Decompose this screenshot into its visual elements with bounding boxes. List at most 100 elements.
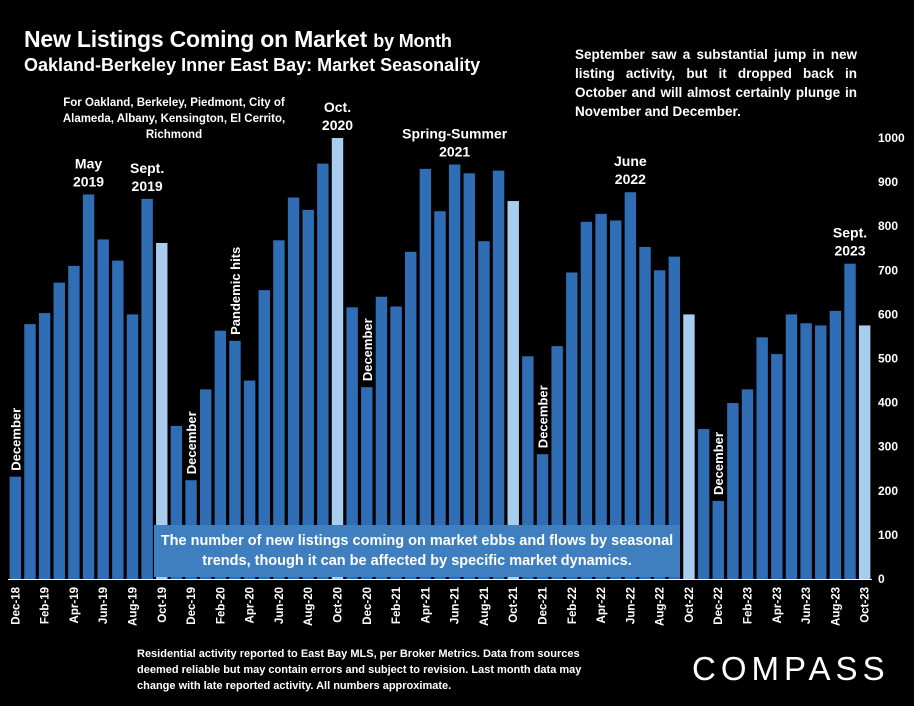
y-tick-label: 600 — [878, 307, 898, 321]
x-tick-label: Feb-19 — [40, 587, 52, 624]
bar-Oct-19 — [156, 242, 168, 579]
peak-annotation: 2019 — [132, 178, 163, 194]
peak-annotation: 2019 — [73, 173, 104, 189]
bar-Feb-22 — [566, 272, 578, 579]
bar-Oct-23 — [858, 325, 871, 579]
y-tick-label: 900 — [878, 175, 898, 189]
bar-Apr-19 — [68, 265, 80, 579]
x-tick-label: Oct-23 — [860, 587, 872, 623]
x-tick-label: Jun-21 — [450, 586, 462, 624]
bar-Oct-20 — [331, 138, 344, 579]
bar-Sep-23 — [844, 263, 856, 579]
x-tick-label: Apr-19 — [69, 587, 81, 623]
bar-Feb-23 — [741, 389, 754, 579]
bar-Sep-22 — [668, 256, 681, 579]
bar-Jun-21 — [448, 164, 461, 579]
bar-Aug-23 — [829, 310, 842, 579]
bar-Aug-21 — [478, 241, 490, 579]
bar-May-19 — [82, 194, 95, 579]
bar-Apr-22 — [595, 213, 607, 580]
x-tick-label: Apr-23 — [772, 587, 784, 623]
x-tick-label: Dec-20 — [362, 587, 374, 625]
x-tick-label: Dec-22 — [713, 587, 725, 625]
bar-Mar-19 — [53, 282, 65, 579]
bar-Aug-19 — [126, 314, 139, 579]
bar-Jan-20 — [199, 389, 212, 579]
x-tick-label: Jun-20 — [274, 587, 286, 624]
peak-annotation: Oct. — [324, 99, 351, 115]
footer-disclaimer: Residential activity reported to East Ba… — [137, 648, 582, 692]
x-tick-label: Aug-20 — [303, 587, 315, 626]
bar-Aug-22 — [653, 270, 666, 579]
x-tick-label: Oct-21 — [508, 586, 520, 622]
bar-Mar-20 — [229, 340, 241, 579]
peak-annotation: 2020 — [322, 117, 353, 133]
bar-Jul-22 — [639, 246, 651, 579]
y-tick-label: 0 — [878, 572, 885, 586]
peak-annotation: Spring-Summer — [402, 125, 508, 141]
bar-Apr-23 — [771, 354, 783, 579]
bar-Jul-20 — [287, 197, 300, 579]
bar-Jul-19 — [112, 260, 124, 579]
bar-annotation: December — [711, 432, 726, 495]
x-tick-label: Feb-23 — [743, 587, 755, 624]
bar-Feb-20 — [214, 330, 227, 579]
x-tick-label: Feb-21 — [391, 586, 403, 624]
bar-Sep-20 — [317, 163, 329, 579]
bar-Sep-21 — [492, 170, 505, 579]
peak-annotation: Sept. — [833, 225, 867, 241]
y-tick-label: 100 — [878, 528, 898, 542]
peak-annotation: June — [614, 153, 647, 169]
peak-annotation: 2022 — [615, 171, 646, 187]
bar-annotation: December — [8, 408, 23, 471]
x-tick-label: Oct-19 — [157, 587, 169, 623]
callout-box: The number of new listings coming on mar… — [154, 525, 680, 577]
chart-title-main: New Listings Coming on Market — [24, 26, 368, 52]
bar-Jan-19 — [24, 324, 36, 579]
title-block: New Listings Coming on Market by Month O… — [24, 26, 480, 76]
bar-Nov-21 — [522, 356, 534, 579]
x-tick-label: Apr-20 — [245, 587, 257, 623]
y-tick-label: 800 — [878, 219, 898, 233]
bar-Jan-21 — [375, 296, 388, 579]
area-note: For Oakland, Berkeley, Piedmont, City of… — [62, 97, 286, 141]
bar-Dec-18 — [9, 476, 22, 579]
bar-Nov-20 — [346, 307, 358, 579]
bar-Jan-23 — [727, 403, 739, 579]
peak-annotation: 2023 — [834, 243, 865, 259]
bar-Aug-20 — [302, 209, 314, 579]
chart-title: New Listings Coming on Market by Month — [24, 26, 480, 53]
bar-Dec-21 — [536, 454, 549, 579]
x-tick-label: Jun-23 — [801, 587, 813, 624]
x-tick-label: Oct-20 — [332, 587, 344, 623]
bar-Sep-19 — [141, 198, 153, 579]
y-tick-label: 700 — [878, 263, 898, 277]
callout-text: The number of new listings coming on mar… — [160, 533, 674, 569]
bar-May-23 — [785, 314, 798, 579]
bar-Apr-21 — [419, 168, 432, 579]
bar-Jul-23 — [815, 325, 827, 579]
bar-Dec-20 — [361, 387, 373, 579]
x-tick-label: Aug-22 — [655, 587, 667, 626]
chart-title-suffix: by Month — [373, 31, 452, 51]
peak-annotation: Sept. — [130, 160, 164, 176]
x-tick-label: Feb-20 — [215, 587, 227, 624]
y-tick-label: 1000 — [878, 131, 905, 145]
x-tick-label: Oct-22 — [684, 587, 696, 623]
bar-Apr-20 — [243, 380, 256, 579]
x-tick-label: Aug-21 — [479, 586, 491, 626]
chart-subtitle: Oakland-Berkeley Inner East Bay: Market … — [24, 55, 481, 75]
peak-annotation: 2021 — [439, 143, 470, 159]
peak-annotation: May — [75, 155, 102, 171]
y-tick-label: 200 — [878, 484, 898, 498]
bar-Nov-19 — [170, 425, 183, 579]
bar-May-21 — [434, 211, 446, 579]
bar-Jun-19 — [97, 239, 109, 579]
x-tick-label: Aug-23 — [830, 587, 842, 626]
bar-Oct-21 — [507, 201, 519, 580]
x-tick-label: Apr-21 — [420, 586, 432, 623]
top-annotation: September saw a substantial jump in new … — [575, 47, 857, 119]
bar-May-20 — [258, 290, 270, 579]
